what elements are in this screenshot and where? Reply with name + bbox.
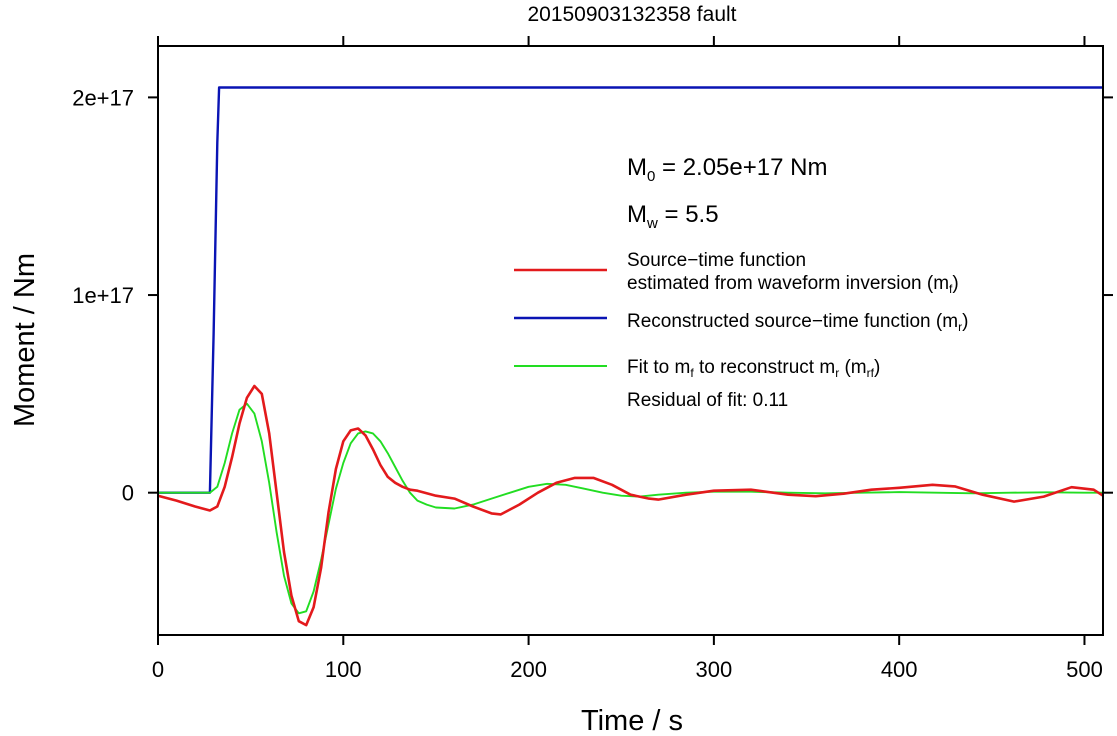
legend-label-estimated-line1: Source−time function <box>627 250 806 271</box>
chart-title: 20150903132358 fault <box>527 3 736 26</box>
annotation-block: M0 = 2.05e+17 Nm Mw = 5.5 <box>627 154 827 232</box>
y-tick-label: 1e+17 <box>72 283 134 308</box>
x-tick-label: 200 <box>510 657 547 682</box>
legend: Source−time function estimated from wave… <box>514 250 968 411</box>
series-layer <box>157 86 1104 627</box>
y-axis: 0 1e+17 2e+17 <box>72 85 1113 506</box>
y-tick-label: 0 <box>122 481 134 506</box>
series-line-fit <box>158 402 1103 615</box>
y-axis-label: Moment / Nm <box>9 253 41 427</box>
legend-label-fit: Fit to mf to reconstruct mr (mrf) <box>627 357 880 380</box>
x-tick-label: 500 <box>1066 657 1103 682</box>
series-line-estimated <box>157 384 1104 627</box>
residual-annotation: Residual of fit: 0.11 <box>627 390 788 411</box>
moment-magnitude-annotation: Mw = 5.5 <box>627 201 719 232</box>
plot-frame <box>157 45 1104 636</box>
x-tick-label: 0 <box>152 657 164 682</box>
seismic-moment-annotation: M0 = 2.05e+17 Nm <box>627 154 827 185</box>
legend-label-estimated-line2: estimated from waveform inversion (mf) <box>627 273 959 296</box>
x-tick-label: 400 <box>881 657 918 682</box>
legend-label-reconstructed: Reconstructed source−time function (mr) <box>627 311 968 334</box>
x-tick-label: 300 <box>696 657 733 682</box>
x-tick-label: 100 <box>325 657 362 682</box>
y-tick-label: 2e+17 <box>72 85 134 110</box>
x-axis-label: Time / s <box>581 705 683 736</box>
x-axis: 0 100 200 300 400 500 <box>152 36 1103 682</box>
